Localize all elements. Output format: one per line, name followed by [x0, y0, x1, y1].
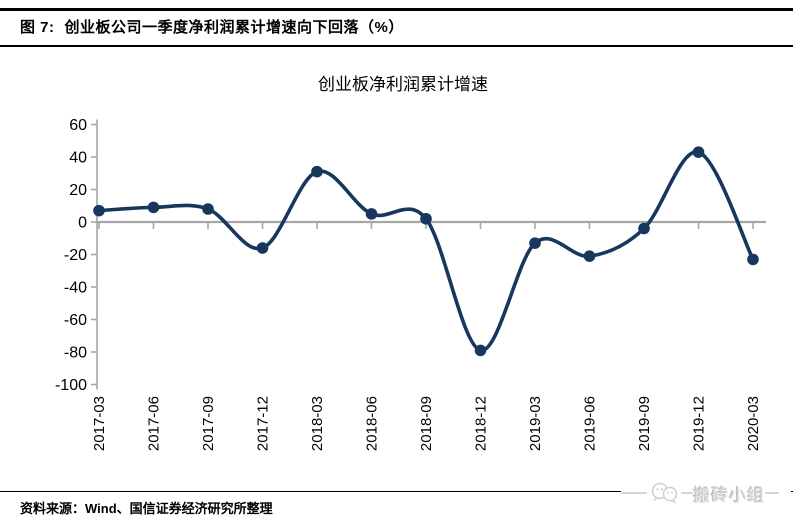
x-tick-label: 2018-09: [418, 396, 435, 451]
watermark-mid-line: [681, 492, 693, 494]
x-tick-label: 2018-06: [364, 396, 381, 451]
figure-number-label: 图 7:: [20, 19, 55, 36]
footer-divider-line: [0, 491, 793, 492]
x-tick-label: 2017-12: [255, 396, 272, 451]
y-tick-label: 40: [69, 150, 87, 167]
data-point-marker: [747, 253, 759, 266]
x-tick-label: 2018-12: [473, 396, 490, 451]
header-divider-line: [0, 45, 793, 47]
y-tick-label: -100: [55, 377, 87, 394]
data-point-marker: [311, 165, 323, 178]
figure-header: 图 7: 创业板公司一季度净利润累计增速向下回落（%）: [20, 16, 780, 37]
x-tick-label: 2017-06: [146, 396, 163, 451]
watermark-right-line: [765, 492, 779, 494]
data-point-marker: [420, 212, 432, 225]
data-point-marker: [93, 204, 105, 217]
x-tick-label: 2019-12: [691, 396, 708, 451]
y-tick-label: 0: [78, 215, 87, 232]
y-tick-label: -60: [64, 312, 87, 329]
data-point-marker: [583, 250, 596, 262]
y-tick-label: -20: [64, 247, 87, 264]
data-point-marker: [474, 344, 487, 357]
data-point-marker: [692, 146, 705, 158]
watermark: 搬砖小组: [621, 481, 791, 505]
data-point-marker: [256, 242, 269, 254]
data-point-marker: [529, 237, 541, 249]
x-tick-label: 2017-09: [200, 396, 217, 451]
data-point-marker: [147, 201, 160, 214]
series-line: [97, 150, 755, 353]
y-tick-label: 60: [69, 117, 87, 134]
x-tick-label: 2019-09: [636, 396, 653, 451]
chat-bubbles-icon: [651, 482, 678, 504]
data-point-marker: [365, 208, 378, 220]
x-tick-label: 2019-03: [527, 396, 544, 451]
watermark-left-line: [621, 492, 647, 494]
chart-title: 创业板净利润累计增速: [318, 75, 488, 94]
y-tick-label: 20: [69, 182, 87, 199]
y-tick-label: -80: [64, 345, 87, 362]
x-tick-label: 2020-03: [745, 396, 762, 451]
x-tick-label: 2019-06: [582, 396, 599, 451]
data-point-marker: [638, 222, 650, 235]
data-source-note: 资料来源：Wind、国信证券经济研究所整理: [20, 501, 273, 516]
y-tick-label: -40: [64, 280, 87, 297]
x-tick-label: 2017-03: [91, 396, 108, 451]
x-tick-label: 2018-03: [309, 396, 326, 451]
data-point-marker: [202, 203, 214, 215]
top-border-line: [0, 8, 793, 11]
figure-title: 创业板公司一季度净利润累计增速向下回落（%）: [64, 19, 404, 36]
watermark-text: 搬砖小组: [693, 485, 765, 505]
